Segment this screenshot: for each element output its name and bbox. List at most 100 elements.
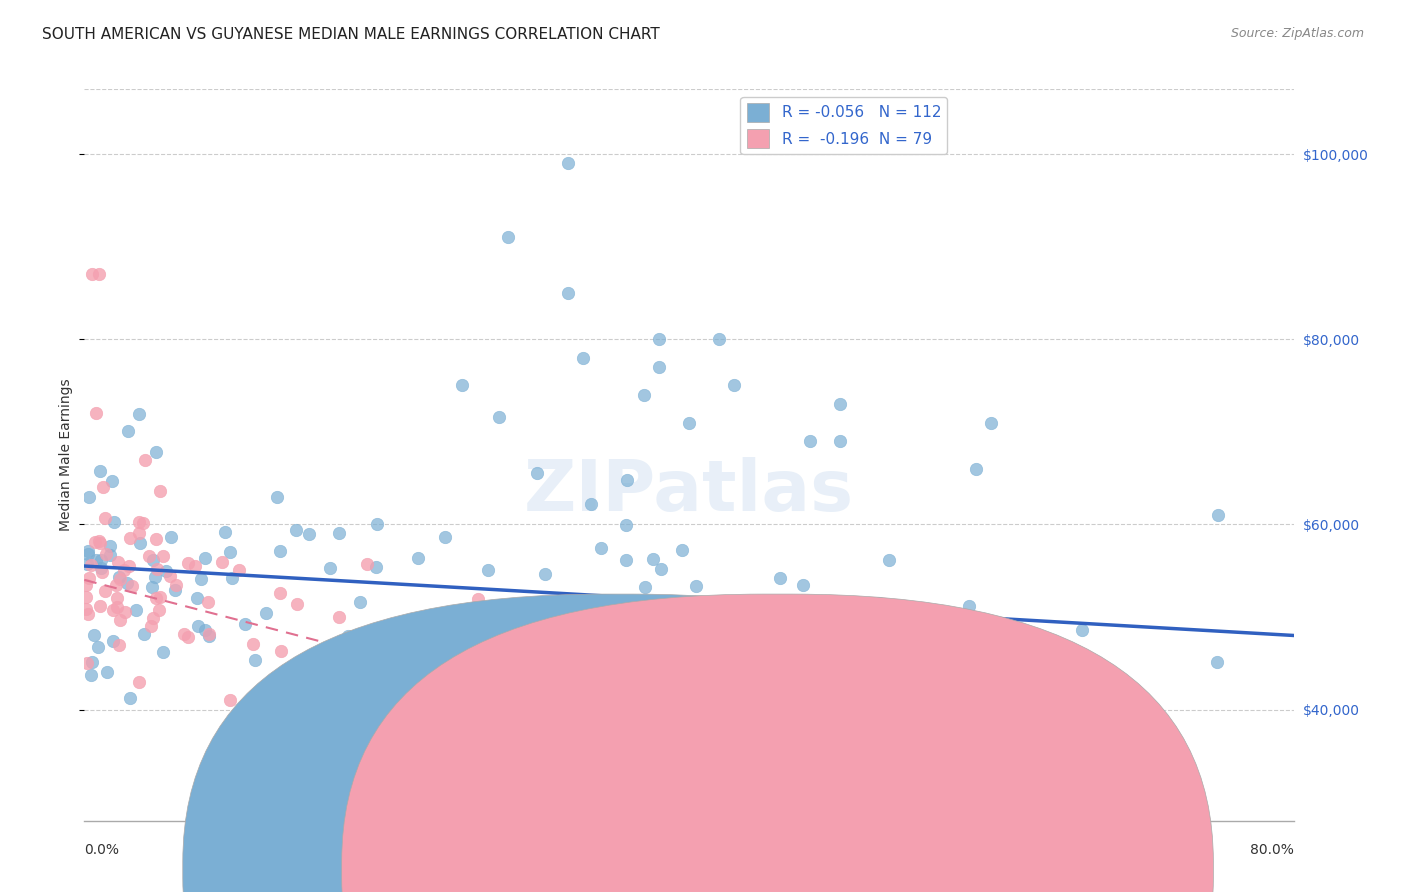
Point — [254, 739, 277, 754]
Point — [128, 516, 150, 530]
Point — [87, 640, 110, 655]
Point — [145, 591, 167, 605]
Point — [75, 578, 97, 592]
Point — [96, 665, 118, 680]
Point — [328, 610, 350, 624]
Point — [107, 638, 129, 652]
Point — [614, 518, 637, 533]
Point — [128, 525, 150, 540]
Point — [534, 566, 557, 581]
Point — [141, 580, 163, 594]
Point — [364, 560, 387, 574]
Point — [93, 584, 115, 599]
Point — [83, 628, 105, 642]
Point — [433, 609, 456, 624]
Point — [536, 692, 558, 706]
Point — [160, 530, 183, 544]
Point — [108, 573, 131, 587]
Point — [467, 592, 489, 607]
Point — [77, 571, 100, 585]
Point — [877, 552, 900, 566]
Point — [572, 351, 595, 365]
Point — [190, 572, 212, 586]
Point — [177, 630, 200, 644]
Point — [165, 578, 187, 592]
Point — [103, 515, 125, 529]
Point — [1071, 624, 1094, 638]
Point — [107, 555, 129, 569]
Point — [89, 464, 111, 478]
Point — [614, 553, 637, 567]
Point — [546, 632, 568, 646]
Point — [89, 536, 111, 550]
Point — [221, 571, 243, 585]
Point — [319, 561, 342, 575]
Point — [254, 607, 277, 621]
Point — [197, 627, 219, 641]
Point — [87, 533, 110, 548]
Point — [557, 156, 579, 170]
Point — [769, 571, 792, 585]
Point — [488, 410, 510, 425]
Point — [194, 624, 217, 638]
Point — [145, 532, 167, 546]
Point — [1130, 703, 1153, 717]
Text: SOUTH AMERICAN VS GUYANESE MEDIAN MALE EARNINGS CORRELATION CHART: SOUTH AMERICAN VS GUYANESE MEDIAN MALE E… — [42, 27, 659, 42]
Point — [868, 596, 890, 610]
Point — [233, 616, 256, 631]
Point — [90, 560, 112, 574]
Point — [128, 536, 150, 550]
Point — [356, 557, 378, 571]
Text: 80.0%: 80.0% — [1250, 843, 1294, 857]
Point — [336, 636, 359, 650]
Point — [312, 662, 335, 676]
Point — [186, 591, 208, 605]
Point — [228, 563, 250, 577]
Point — [152, 645, 174, 659]
Point — [315, 721, 337, 735]
Point — [76, 657, 98, 671]
Point — [125, 603, 148, 617]
Point — [346, 632, 368, 646]
Point — [523, 744, 546, 758]
Point — [298, 527, 321, 541]
Point — [1007, 714, 1029, 728]
Point — [658, 683, 681, 698]
Point — [373, 674, 395, 689]
Point — [211, 555, 233, 569]
Point — [1206, 655, 1229, 669]
Point — [132, 516, 155, 530]
Point — [165, 583, 187, 598]
Point — [89, 268, 111, 282]
Point — [77, 607, 100, 621]
Point — [648, 332, 671, 346]
Point — [957, 599, 980, 613]
Point — [142, 610, 165, 624]
Point — [266, 490, 288, 504]
Point — [685, 579, 707, 593]
Point — [799, 434, 821, 448]
Text: Source: ZipAtlas.com: Source: ZipAtlas.com — [1230, 27, 1364, 40]
Point — [830, 397, 852, 411]
Y-axis label: Median Male Earnings: Median Male Earnings — [59, 378, 73, 532]
Point — [512, 714, 534, 729]
Point — [89, 599, 111, 613]
Point — [134, 452, 156, 467]
Point — [219, 693, 242, 707]
Point — [197, 595, 219, 609]
Point — [101, 475, 124, 489]
Point — [328, 526, 350, 541]
Point — [108, 613, 131, 627]
Point — [145, 445, 167, 459]
Point — [648, 359, 671, 374]
Point — [285, 597, 308, 611]
Point — [100, 549, 122, 563]
Point — [93, 511, 115, 525]
Text: 0.0%: 0.0% — [84, 843, 120, 857]
Point — [465, 655, 488, 669]
Point — [155, 564, 177, 578]
Point — [242, 637, 264, 651]
Point — [633, 388, 655, 402]
Point — [148, 590, 170, 604]
Point — [654, 755, 676, 769]
